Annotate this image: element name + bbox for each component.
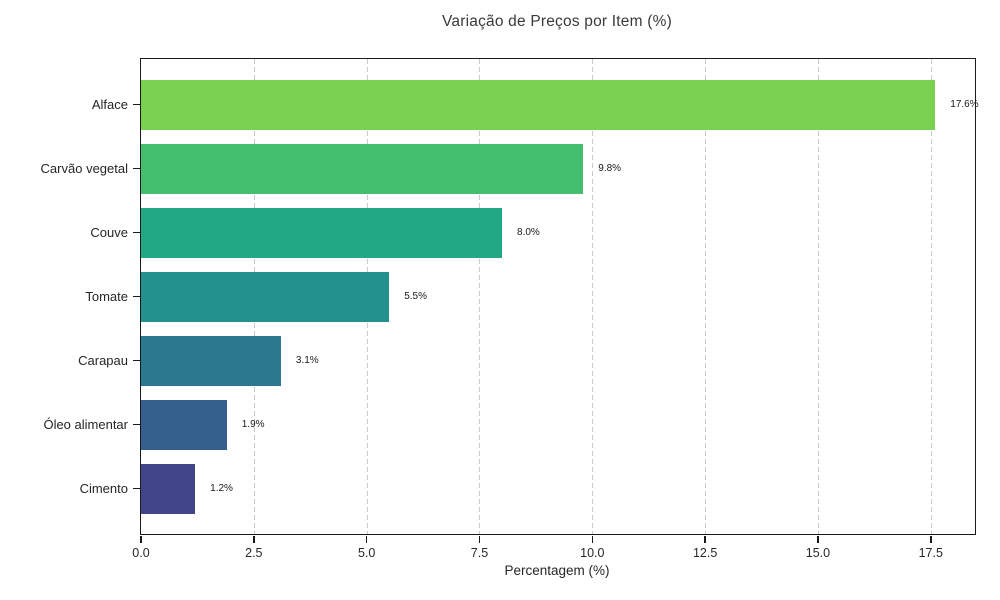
bar-4 [141,335,281,386]
bar-value-label: 1.2% [210,482,233,494]
bar-5 [141,399,227,450]
x-tick-label: 5.0 [357,546,376,560]
x-tick-mark [591,535,594,543]
y-tick-mark [132,359,140,362]
y-tick-mark [132,167,140,170]
x-tick-mark [704,535,706,543]
y-tick-mark [132,423,140,426]
bar-value-label: 9.8% [598,162,622,174]
x-tick-label: 10.0 [580,546,605,560]
x-tick-mark [365,535,368,543]
x-tick-mark [817,535,819,543]
x-tick-label: 7.5 [470,546,489,560]
bar-3 [141,271,390,322]
x-tick-label: 2.5 [245,546,263,560]
bar-2 [141,207,503,258]
grid-line [817,59,819,534]
y-category-label: Tomate [85,288,128,304]
y-category-label: Alface [91,96,128,112]
y-tick-mark [132,103,140,106]
y-category-label: Óleo alimentar [43,416,128,432]
bar-value-label: 1.9% [241,418,265,430]
x-axis-label: Percentagem (%) [504,563,610,578]
y-tick-mark [132,295,140,298]
x-tick-label: 12.5 [692,546,718,560]
y-category-label: Couve [90,224,128,240]
bar-value-label: 5.5% [404,290,427,302]
y-tick-mark [132,487,140,490]
bar-1 [141,143,584,194]
grid-line [705,59,707,534]
x-tick-label: 0.0 [132,546,150,560]
x-tick-mark [140,535,142,543]
bar-value-label: 17.6% [950,98,979,110]
y-category-label: Carapau [78,352,128,368]
chart-title: Variação de Preços por Item (%) [442,13,672,30]
x-tick-label: 15.0 [805,546,831,560]
x-tick-mark [478,535,481,543]
y-tick-mark [132,231,140,234]
x-tick-label: 17.5 [918,546,943,560]
bar-6 [141,463,196,514]
plot-area: 17.6% 9.8% 8.0% 5.5% 3.1% 1.9% 1.2% Alface Carv… [41,58,979,560]
y-category-label: Carvão vegetal [40,160,128,176]
grid-line [479,59,481,534]
bar-value-label: 8.0% [517,226,540,238]
grid-line [592,59,594,534]
x-tick-mark [253,535,255,543]
x-tick-mark [930,535,932,543]
bar-0 [141,79,936,130]
y-category-label: Cimento [79,480,128,496]
grid-line [930,59,932,534]
bar-value-label: 3.1% [295,354,319,366]
